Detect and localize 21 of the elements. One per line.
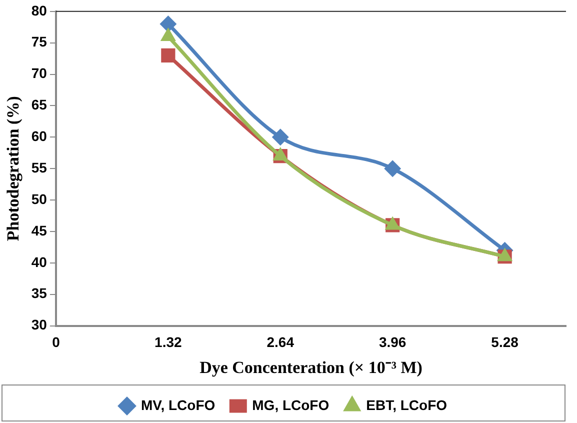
y-tick-label: 65 (31, 96, 48, 113)
legend-label: EBT, LCoFO (366, 396, 448, 413)
y-tick-label: 55 (31, 159, 48, 176)
x-tick-label: 3.96 (378, 334, 406, 350)
x-tick-label: 2.64 (266, 334, 294, 350)
y-tick-label: 45 (31, 222, 48, 238)
y-axis-title: Photodegration (%) (4, 96, 23, 242)
legend-label: MG, LCoFO (252, 396, 330, 413)
y-tick-label: 30 (31, 316, 48, 333)
y-tick-label: 60 (31, 128, 48, 144)
y-tick-label: 75 (31, 34, 48, 50)
x-tick-label: 0 (52, 334, 60, 350)
x-axis-title: Dye Concenteration (× 10⁻³ M) (200, 358, 422, 378)
y-tick-label: 50 (31, 190, 48, 207)
x-tick-label: 5.28 (491, 334, 519, 350)
legend-label: MV, LCoFO (140, 396, 216, 413)
y-tick-label: 40 (31, 254, 48, 270)
y-tick-label: 70 (31, 65, 48, 82)
x-tick-label: 1.32 (154, 334, 182, 350)
y-tick-label: 80 (31, 2, 48, 18)
y-tick-label: 35 (31, 285, 48, 302)
